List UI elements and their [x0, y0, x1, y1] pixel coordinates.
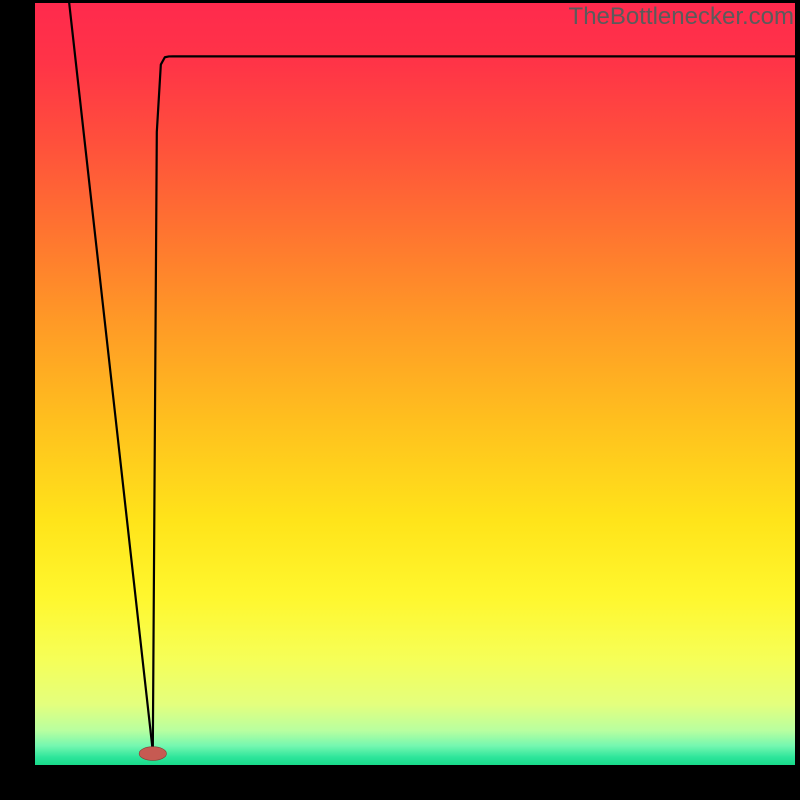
curve-segment — [69, 3, 153, 751]
curve-segment — [153, 56, 795, 751]
chart-container: TheBottlenecker.com — [0, 0, 800, 800]
plot-area — [35, 3, 795, 765]
watermark-text: TheBottlenecker.com — [569, 3, 794, 31]
curves-overlay — [35, 3, 795, 765]
optimal-point-marker — [139, 747, 166, 761]
